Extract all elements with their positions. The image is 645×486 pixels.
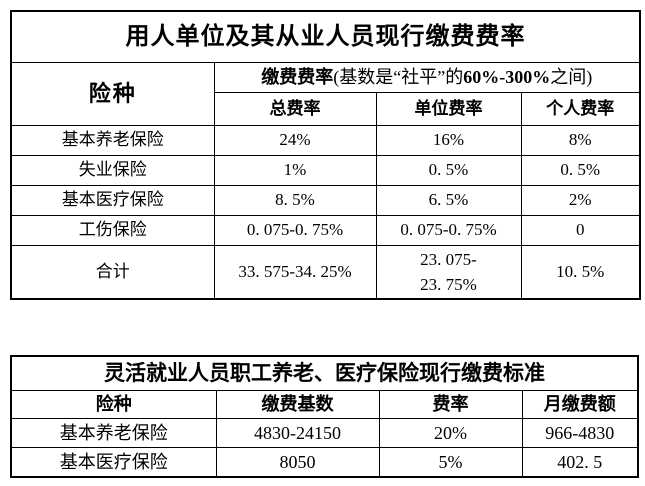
insurance-type-cell: 基本养老保险 xyxy=(10,125,215,156)
insurance-type-cell: 失业保险 xyxy=(10,155,215,186)
table2-title: 灵活就业人员职工养老、医疗保险现行缴费标准 xyxy=(10,355,639,391)
table-row: 险种 缴费基数 费率 月缴费额 xyxy=(10,390,639,419)
table1-title: 用人单位及其从业人员现行缴费费率 xyxy=(10,10,641,63)
total-rate-cell: 0. 075-0. 75% xyxy=(213,215,377,246)
total-rate-cell: 33. 575-34. 25% xyxy=(213,245,377,300)
rate-header-bold-prefix: 缴费费率 xyxy=(261,67,334,88)
employer-employee-rates-table: 用人单位及其从业人员现行缴费费率 险种 缴费费率(基数是“社平”的60%-300… xyxy=(10,10,641,300)
column-header-rate: 费率 xyxy=(378,390,523,419)
rate-cell: 5% xyxy=(378,447,523,478)
rate-header-suffix: 之间) xyxy=(550,67,593,88)
table-row: 失业保险 1% 0. 5% 0. 5% xyxy=(10,155,641,186)
table-row: 用人单位及其从业人员现行缴费费率 xyxy=(10,10,641,63)
personal-rate-cell: 0 xyxy=(520,215,641,246)
column-header-insurance-type: 险种 xyxy=(10,390,217,419)
table-row: 灵活就业人员职工养老、医疗保险现行缴费标准 xyxy=(10,355,639,391)
personal-rate-cell: 8% xyxy=(520,125,641,156)
table-row: 险种 缴费费率(基数是“社平”的60%-300%之间) xyxy=(10,62,641,126)
contribution-base-cell: 4830-24150 xyxy=(215,418,380,448)
rate-cell: 20% xyxy=(378,418,523,448)
table1-insurance-type-header: 险种 xyxy=(10,62,215,126)
table-row: 基本医疗保险 8. 5% 6. 5% 2% xyxy=(10,185,641,216)
employer-rate-cell: 0. 075-0. 75% xyxy=(375,215,522,246)
employer-rate-cell: 0. 5% xyxy=(375,155,522,186)
contribution-base-cell: 8050 xyxy=(215,447,380,478)
employer-rate-cell: 23. 075- 23. 75% xyxy=(375,245,522,300)
column-header-monthly-amount: 月缴费额 xyxy=(521,390,639,419)
rate-header-base-text: (基数是“社平”的 xyxy=(333,67,464,88)
table-row: 基本养老保险 4830-24150 20% 966-4830 xyxy=(10,418,639,448)
insurance-type-cell: 基本医疗保险 xyxy=(10,447,217,478)
column-header-personal-rate: 个人费率 xyxy=(520,92,641,126)
insurance-type-cell: 基本医疗保险 xyxy=(10,185,215,216)
insurance-type-cell: 合计 xyxy=(10,245,215,300)
insurance-type-cell: 基本养老保险 xyxy=(10,418,217,448)
rate-header-range: 60%-300% xyxy=(463,67,551,88)
table-row: 合计 33. 575-34. 25% 23. 075- 23. 75% 10. … xyxy=(10,245,641,300)
total-rate-cell: 24% xyxy=(213,125,377,156)
personal-rate-cell: 10. 5% xyxy=(520,245,641,300)
total-rate-cell: 8. 5% xyxy=(213,185,377,216)
insurance-type-cell: 工伤保险 xyxy=(10,215,215,246)
column-header-employer-rate: 单位费率 xyxy=(375,92,522,126)
employer-rate-cell: 16% xyxy=(375,125,522,156)
monthly-amount-cell: 402. 5 xyxy=(521,447,639,478)
table1-rate-base-header: 缴费费率(基数是“社平”的60%-300%之间) xyxy=(213,62,641,93)
column-header-total-rate: 总费率 xyxy=(213,92,377,126)
flexible-employment-standards-table: 灵活就业人员职工养老、医疗保险现行缴费标准 险种 缴费基数 费率 月缴费额 基本… xyxy=(10,355,639,478)
personal-rate-cell: 2% xyxy=(520,185,641,216)
table-row: 基本医疗保险 8050 5% 402. 5 xyxy=(10,447,639,478)
table-row: 工伤保险 0. 075-0. 75% 0. 075-0. 75% 0 xyxy=(10,215,641,246)
column-header-contribution-base: 缴费基数 xyxy=(215,390,380,419)
personal-rate-cell: 0. 5% xyxy=(520,155,641,186)
table-row: 总费率 单位费率 个人费率 xyxy=(11,92,641,126)
table-row: 基本养老保险 24% 16% 8% xyxy=(10,125,641,156)
employer-rate-cell: 6. 5% xyxy=(375,185,522,216)
monthly-amount-cell: 966-4830 xyxy=(521,418,639,448)
total-rate-cell: 1% xyxy=(213,155,377,186)
